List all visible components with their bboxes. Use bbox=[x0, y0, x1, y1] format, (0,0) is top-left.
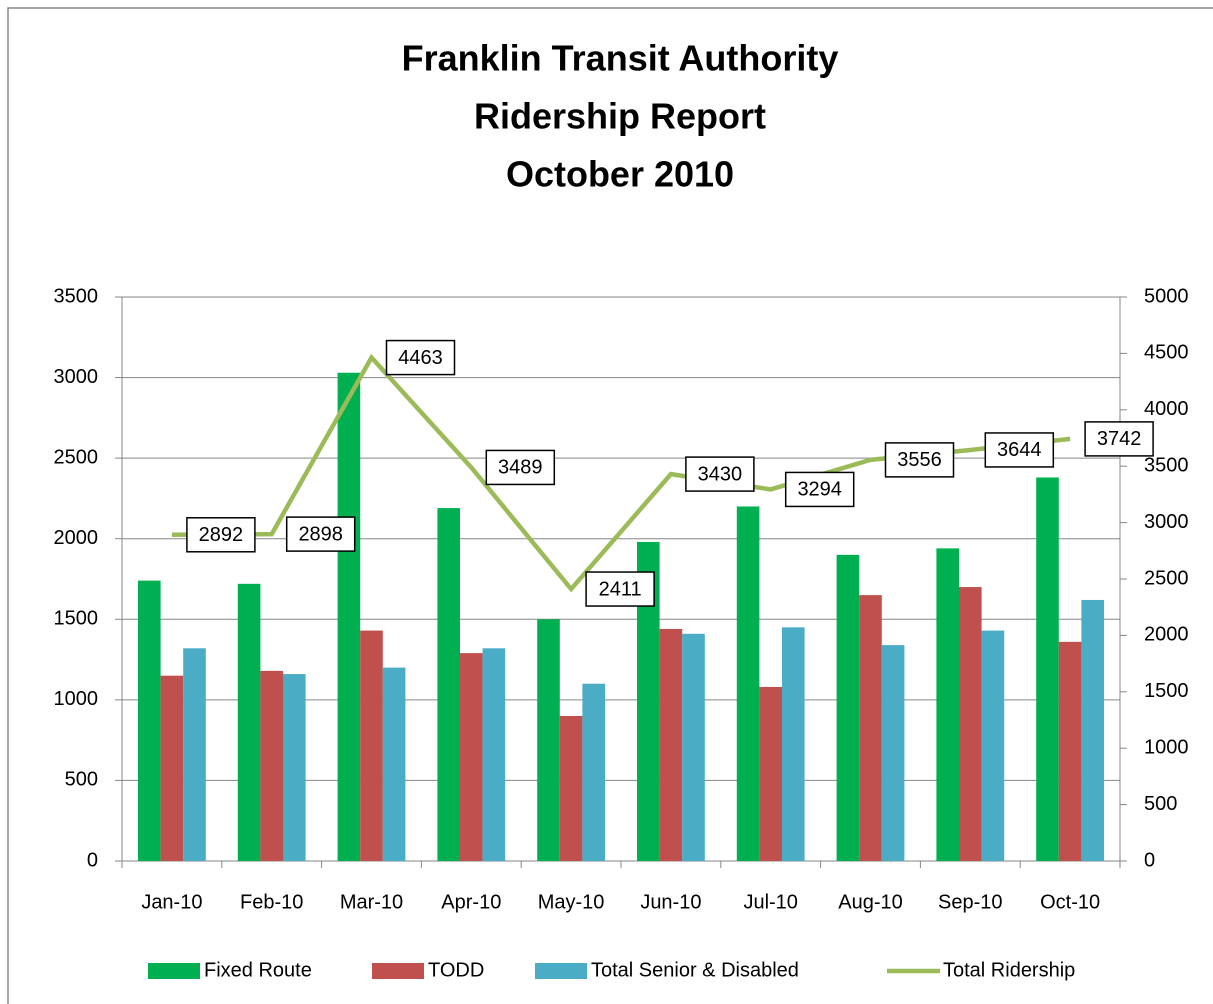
data-label-box bbox=[685, 456, 755, 492]
data-label: 3430 bbox=[698, 463, 743, 485]
legend-swatch bbox=[148, 963, 200, 979]
data-label-box bbox=[984, 432, 1055, 468]
bar bbox=[537, 619, 560, 861]
data-label-box bbox=[884, 442, 955, 478]
chart-title: October 2010 bbox=[506, 154, 734, 195]
bar bbox=[382, 667, 406, 861]
data-label: 2892 bbox=[199, 524, 244, 546]
data-label-box bbox=[385, 339, 456, 376]
bar bbox=[482, 648, 506, 861]
x-tick-label: Jan-10 bbox=[141, 891, 202, 913]
bar bbox=[981, 630, 1005, 861]
y2-tick-label: 2500 bbox=[1144, 567, 1189, 589]
data-label-box bbox=[285, 516, 356, 552]
y2-tick-label: 4500 bbox=[1144, 342, 1189, 364]
bar bbox=[759, 686, 782, 861]
data-label-box bbox=[485, 449, 556, 486]
legend-label: Total Senior & Disabled bbox=[591, 959, 799, 981]
y-tick-label: 500 bbox=[65, 769, 98, 791]
x-tick-label: Jul-10 bbox=[743, 891, 797, 913]
legend-label: Fixed Route bbox=[204, 959, 312, 981]
x-tick-label: Mar-10 bbox=[340, 891, 403, 913]
data-label: 3294 bbox=[797, 479, 842, 501]
data-label: 4463 bbox=[398, 347, 443, 369]
y-tick-label: 3000 bbox=[54, 366, 99, 388]
y2-tick-label: 1000 bbox=[1144, 736, 1189, 758]
bar bbox=[437, 508, 460, 861]
x-tick-label: May-10 bbox=[538, 891, 605, 913]
bar bbox=[936, 548, 959, 861]
bar bbox=[160, 675, 184, 861]
data-label-box bbox=[1084, 421, 1154, 457]
bar bbox=[836, 554, 860, 861]
legend-label: Total Ridership bbox=[943, 959, 1075, 981]
data-label: 3489 bbox=[498, 457, 543, 479]
bar bbox=[637, 541, 660, 861]
bar bbox=[1081, 599, 1104, 861]
y-tick-label: 1000 bbox=[54, 688, 99, 710]
y2-tick-label: 500 bbox=[1144, 793, 1177, 815]
data-label-box bbox=[585, 571, 655, 607]
x-tick-label: Oct-10 bbox=[1040, 891, 1100, 913]
x-tick-label: Jun-10 bbox=[640, 891, 701, 913]
y2-tick-label: 0 bbox=[1144, 849, 1155, 871]
bar bbox=[659, 628, 683, 861]
data-label: 2898 bbox=[298, 523, 343, 545]
legend-label: TODD bbox=[428, 959, 484, 981]
bar bbox=[237, 583, 261, 861]
bar bbox=[859, 595, 882, 861]
chart-title: Ridership Report bbox=[474, 96, 766, 137]
x-tick-label: Apr-10 bbox=[441, 891, 501, 913]
x-tick-label: Aug-10 bbox=[838, 891, 903, 913]
y-tick-label: 2000 bbox=[54, 527, 99, 549]
y2-tick-label: 2000 bbox=[1144, 624, 1189, 646]
x-tick-label: Sep-10 bbox=[938, 891, 1003, 913]
bar bbox=[736, 506, 760, 861]
data-label-box bbox=[784, 471, 855, 508]
data-label: 2411 bbox=[599, 578, 642, 600]
data-label-box bbox=[186, 517, 256, 553]
y2-tick-label: 3000 bbox=[1144, 511, 1189, 533]
bar bbox=[559, 715, 583, 861]
bar bbox=[283, 674, 306, 861]
bar bbox=[260, 670, 283, 861]
bar bbox=[881, 645, 905, 861]
bar bbox=[138, 580, 161, 861]
bar bbox=[959, 587, 982, 861]
bar bbox=[1058, 641, 1082, 861]
bar bbox=[360, 630, 383, 861]
bar bbox=[782, 627, 805, 861]
y2-tick-label: 4000 bbox=[1144, 398, 1189, 420]
y-tick-label: 1500 bbox=[54, 608, 99, 630]
bar bbox=[337, 372, 361, 861]
bar bbox=[682, 633, 705, 861]
x-tick-label: Feb-10 bbox=[240, 891, 303, 913]
legend-swatch bbox=[535, 963, 587, 979]
bar bbox=[460, 653, 483, 861]
y2-tick-label: 1500 bbox=[1144, 680, 1189, 702]
y-tick-label: 3500 bbox=[54, 285, 99, 307]
data-label: 3644 bbox=[997, 439, 1042, 461]
chart-title: Franklin Transit Authority bbox=[402, 38, 839, 79]
bar bbox=[183, 648, 206, 861]
chart-frame bbox=[7, 7, 1213, 1004]
data-label: 3742 bbox=[1097, 428, 1142, 450]
bar bbox=[582, 683, 605, 861]
legend-swatch bbox=[372, 963, 424, 979]
y-tick-label: 0 bbox=[87, 849, 98, 871]
y2-tick-label: 3500 bbox=[1144, 454, 1189, 476]
data-label: 3556 bbox=[897, 449, 942, 471]
bar bbox=[1036, 477, 1059, 861]
y2-tick-label: 5000 bbox=[1144, 285, 1189, 307]
y-tick-label: 2500 bbox=[54, 446, 99, 468]
